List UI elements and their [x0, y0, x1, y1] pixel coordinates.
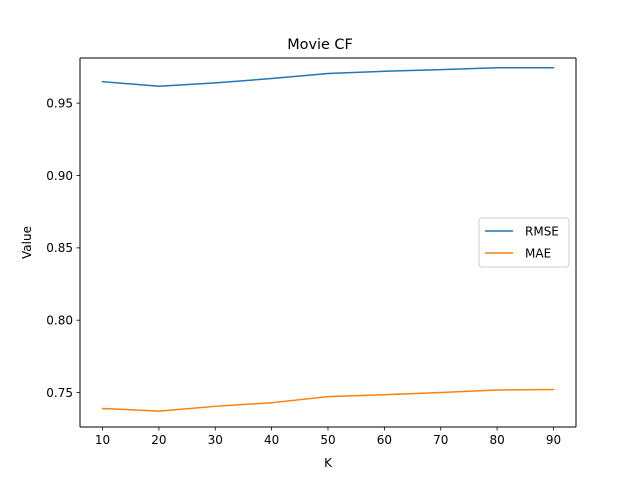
series-line-rmse	[101, 66, 555, 87]
x-axis-ticks: 10 20 30 40 50 60 70 80 90	[95, 427, 561, 447]
x-tick-label: 80	[489, 433, 504, 447]
x-tick-label: 70	[433, 433, 448, 447]
y-tick-label: 0.95	[46, 96, 73, 110]
y-tick-label: 0.80	[46, 314, 73, 328]
x-axis-label: K	[324, 456, 333, 470]
x-tick-label: 60	[377, 433, 392, 447]
x-tick-label: 10	[95, 433, 110, 447]
y-axis-ticks: 0.75 0.80 0.85 0.90 0.95	[46, 96, 80, 400]
y-tick-label: 0.75	[46, 386, 73, 400]
x-tick-label: 20	[151, 433, 166, 447]
x-tick-label: 50	[320, 433, 335, 447]
x-tick-label: 90	[546, 433, 561, 447]
x-tick-label: 30	[208, 433, 223, 447]
y-tick-label: 0.90	[46, 169, 73, 183]
legend: RMSE MAE	[478, 217, 570, 268]
series-layer	[101, 66, 555, 412]
legend-label-mae: MAE	[525, 247, 551, 261]
y-axis-label: Value	[20, 226, 34, 259]
chart-title: Movie CF	[287, 37, 353, 53]
x-tick-label: 40	[264, 433, 279, 447]
series-line-mae	[101, 388, 555, 412]
legend-label-rmse: RMSE	[525, 225, 559, 239]
y-tick-label: 0.85	[46, 241, 73, 255]
